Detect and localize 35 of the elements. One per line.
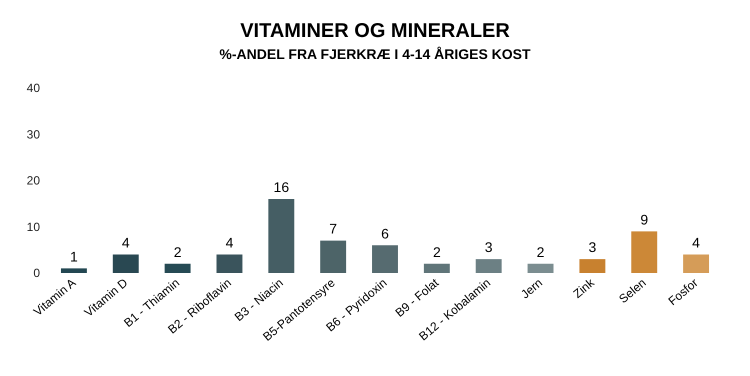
- y-tick-label: 10: [26, 220, 40, 234]
- bar: [112, 254, 139, 273]
- bar: [631, 231, 658, 273]
- data-label: 6: [381, 225, 390, 242]
- chart-subtitle: %-ANDEL FRA FJERKRÆ I 4-14 ÅRIGES KOST: [219, 46, 532, 62]
- bar: [320, 240, 346, 273]
- x-tick-label: Jern: [518, 276, 546, 302]
- bar: [528, 264, 554, 273]
- bar: [60, 268, 87, 273]
- x-tick-label: Zink: [570, 274, 598, 301]
- bar: [476, 259, 502, 273]
- bar: [372, 245, 398, 273]
- data-label: 4: [692, 234, 700, 250]
- data-label: 2: [174, 244, 182, 260]
- data-label: 16: [274, 179, 290, 195]
- y-tick-label: 20: [26, 174, 40, 188]
- data-label: 1: [70, 248, 78, 264]
- bar: [424, 264, 450, 273]
- bar: [164, 264, 191, 273]
- bar: [683, 254, 710, 273]
- y-tick-label: 30: [26, 127, 40, 142]
- data-label: 2: [432, 244, 441, 260]
- data-label: 4: [226, 234, 234, 250]
- data-label: 3: [484, 239, 493, 256]
- data-label: 7: [329, 220, 338, 237]
- bar: [268, 199, 294, 273]
- data-label: 3: [588, 239, 596, 256]
- y-tick-label: 40: [26, 81, 40, 95]
- y-tick-label: 0: [33, 266, 40, 280]
- chart-title: VITAMINER OG MINERALER: [240, 20, 510, 42]
- data-label: 2: [536, 244, 545, 260]
- data-label: 4: [122, 234, 130, 250]
- bar: [216, 254, 242, 273]
- bar: [579, 259, 606, 273]
- data-label: 9: [640, 211, 648, 228]
